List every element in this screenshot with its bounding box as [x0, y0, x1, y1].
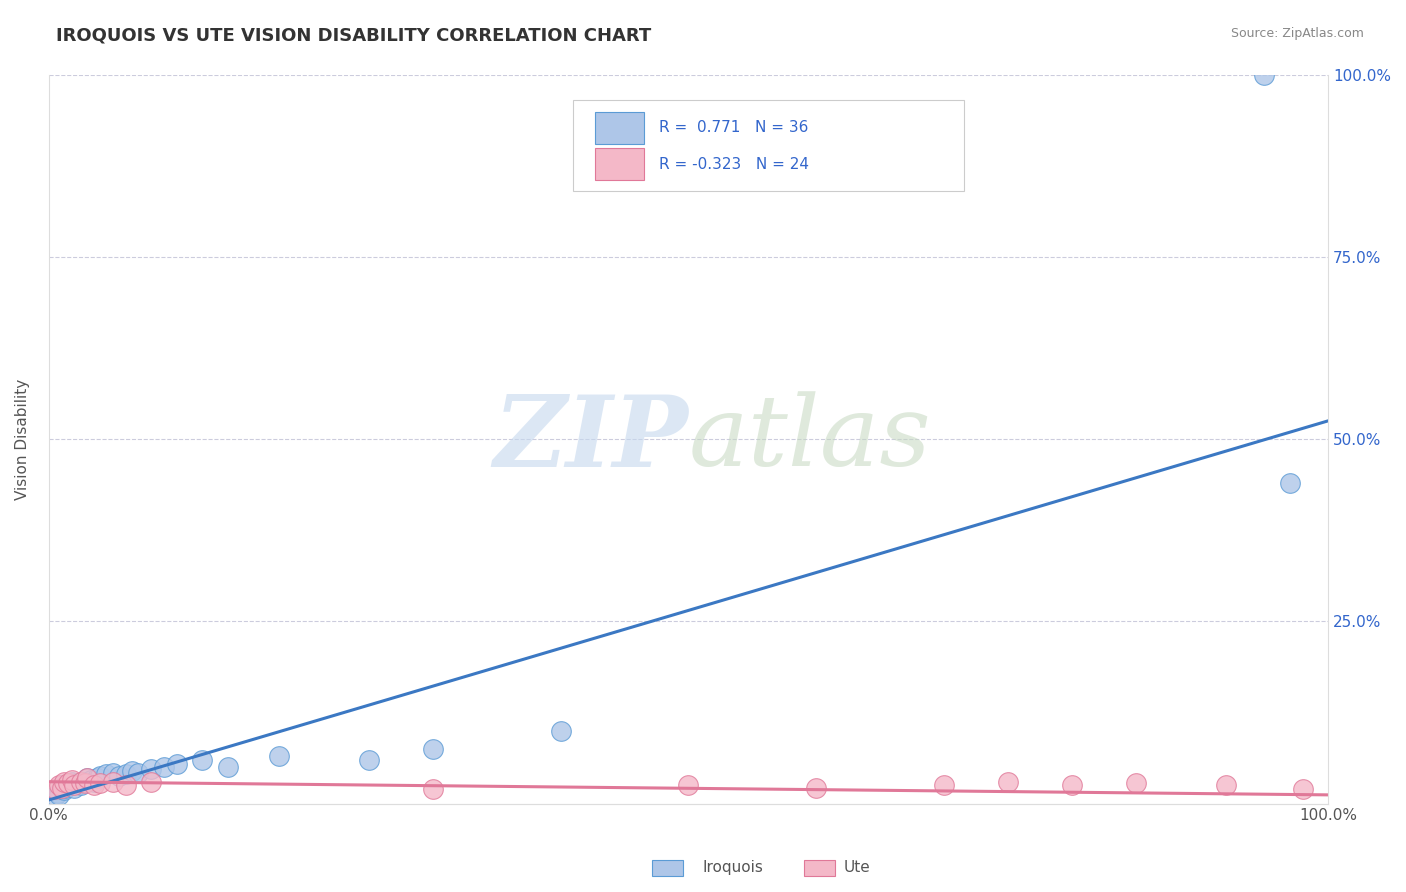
FancyBboxPatch shape	[804, 860, 835, 876]
Point	[60, 774, 83, 789]
Point	[76, 771, 98, 785]
FancyBboxPatch shape	[595, 148, 644, 180]
Point	[51, 778, 73, 792]
Point	[46, 786, 69, 800]
Point	[83, 774, 105, 789]
Point	[89, 776, 111, 790]
Point	[69, 778, 91, 792]
Point	[51, 782, 73, 797]
Point	[357, 753, 380, 767]
Point	[1253, 68, 1275, 82]
Point	[934, 778, 956, 792]
Point	[48, 788, 70, 802]
Point	[69, 774, 91, 789]
Point	[63, 780, 86, 795]
Point	[1125, 776, 1147, 790]
Point	[678, 778, 700, 792]
Text: Ute: Ute	[844, 860, 870, 874]
Point	[139, 774, 162, 789]
Point	[127, 766, 149, 780]
Point	[56, 776, 79, 790]
Text: R = -0.323   N = 24: R = -0.323 N = 24	[659, 157, 808, 171]
Text: ZIP: ZIP	[494, 391, 689, 487]
Point	[108, 769, 131, 783]
Point	[58, 776, 80, 790]
Point	[73, 776, 96, 790]
Point	[1291, 782, 1313, 797]
Text: Source: ZipAtlas.com: Source: ZipAtlas.com	[1230, 27, 1364, 40]
Point	[80, 773, 103, 788]
Point	[66, 776, 89, 790]
Point	[76, 771, 98, 785]
Point	[83, 778, 105, 792]
Point	[53, 783, 76, 797]
FancyBboxPatch shape	[652, 860, 683, 876]
Point	[806, 780, 828, 795]
Point	[63, 778, 86, 792]
Point	[48, 778, 70, 792]
Point	[1062, 778, 1084, 792]
Point	[997, 774, 1019, 789]
Point	[422, 782, 444, 797]
Point	[89, 769, 111, 783]
Point	[114, 778, 136, 792]
Point	[96, 767, 118, 781]
Point	[139, 762, 162, 776]
Y-axis label: Vision Disability: Vision Disability	[15, 378, 30, 500]
Point	[51, 780, 73, 795]
Point	[121, 764, 143, 778]
Point	[44, 789, 66, 804]
Point	[166, 756, 188, 771]
Point	[53, 774, 76, 789]
Point	[44, 782, 66, 797]
Point	[1278, 475, 1301, 490]
Point	[73, 774, 96, 789]
Point	[86, 771, 108, 785]
Point	[1215, 778, 1237, 792]
FancyBboxPatch shape	[574, 100, 963, 191]
Point	[60, 773, 83, 788]
Text: IROQUOIS VS UTE VISION DISABILITY CORRELATION CHART: IROQUOIS VS UTE VISION DISABILITY CORREL…	[56, 27, 651, 45]
Point	[101, 774, 124, 789]
FancyBboxPatch shape	[595, 112, 644, 144]
Point	[153, 760, 176, 774]
Text: Iroquois: Iroquois	[703, 860, 763, 874]
Point	[56, 778, 79, 792]
Point	[217, 760, 239, 774]
Point	[114, 767, 136, 781]
Point	[101, 766, 124, 780]
Point	[550, 723, 572, 738]
Point	[55, 780, 77, 795]
Point	[422, 742, 444, 756]
Text: atlas: atlas	[689, 392, 931, 487]
Point	[191, 753, 214, 767]
Point	[267, 749, 290, 764]
Text: R =  0.771   N = 36: R = 0.771 N = 36	[659, 120, 808, 136]
